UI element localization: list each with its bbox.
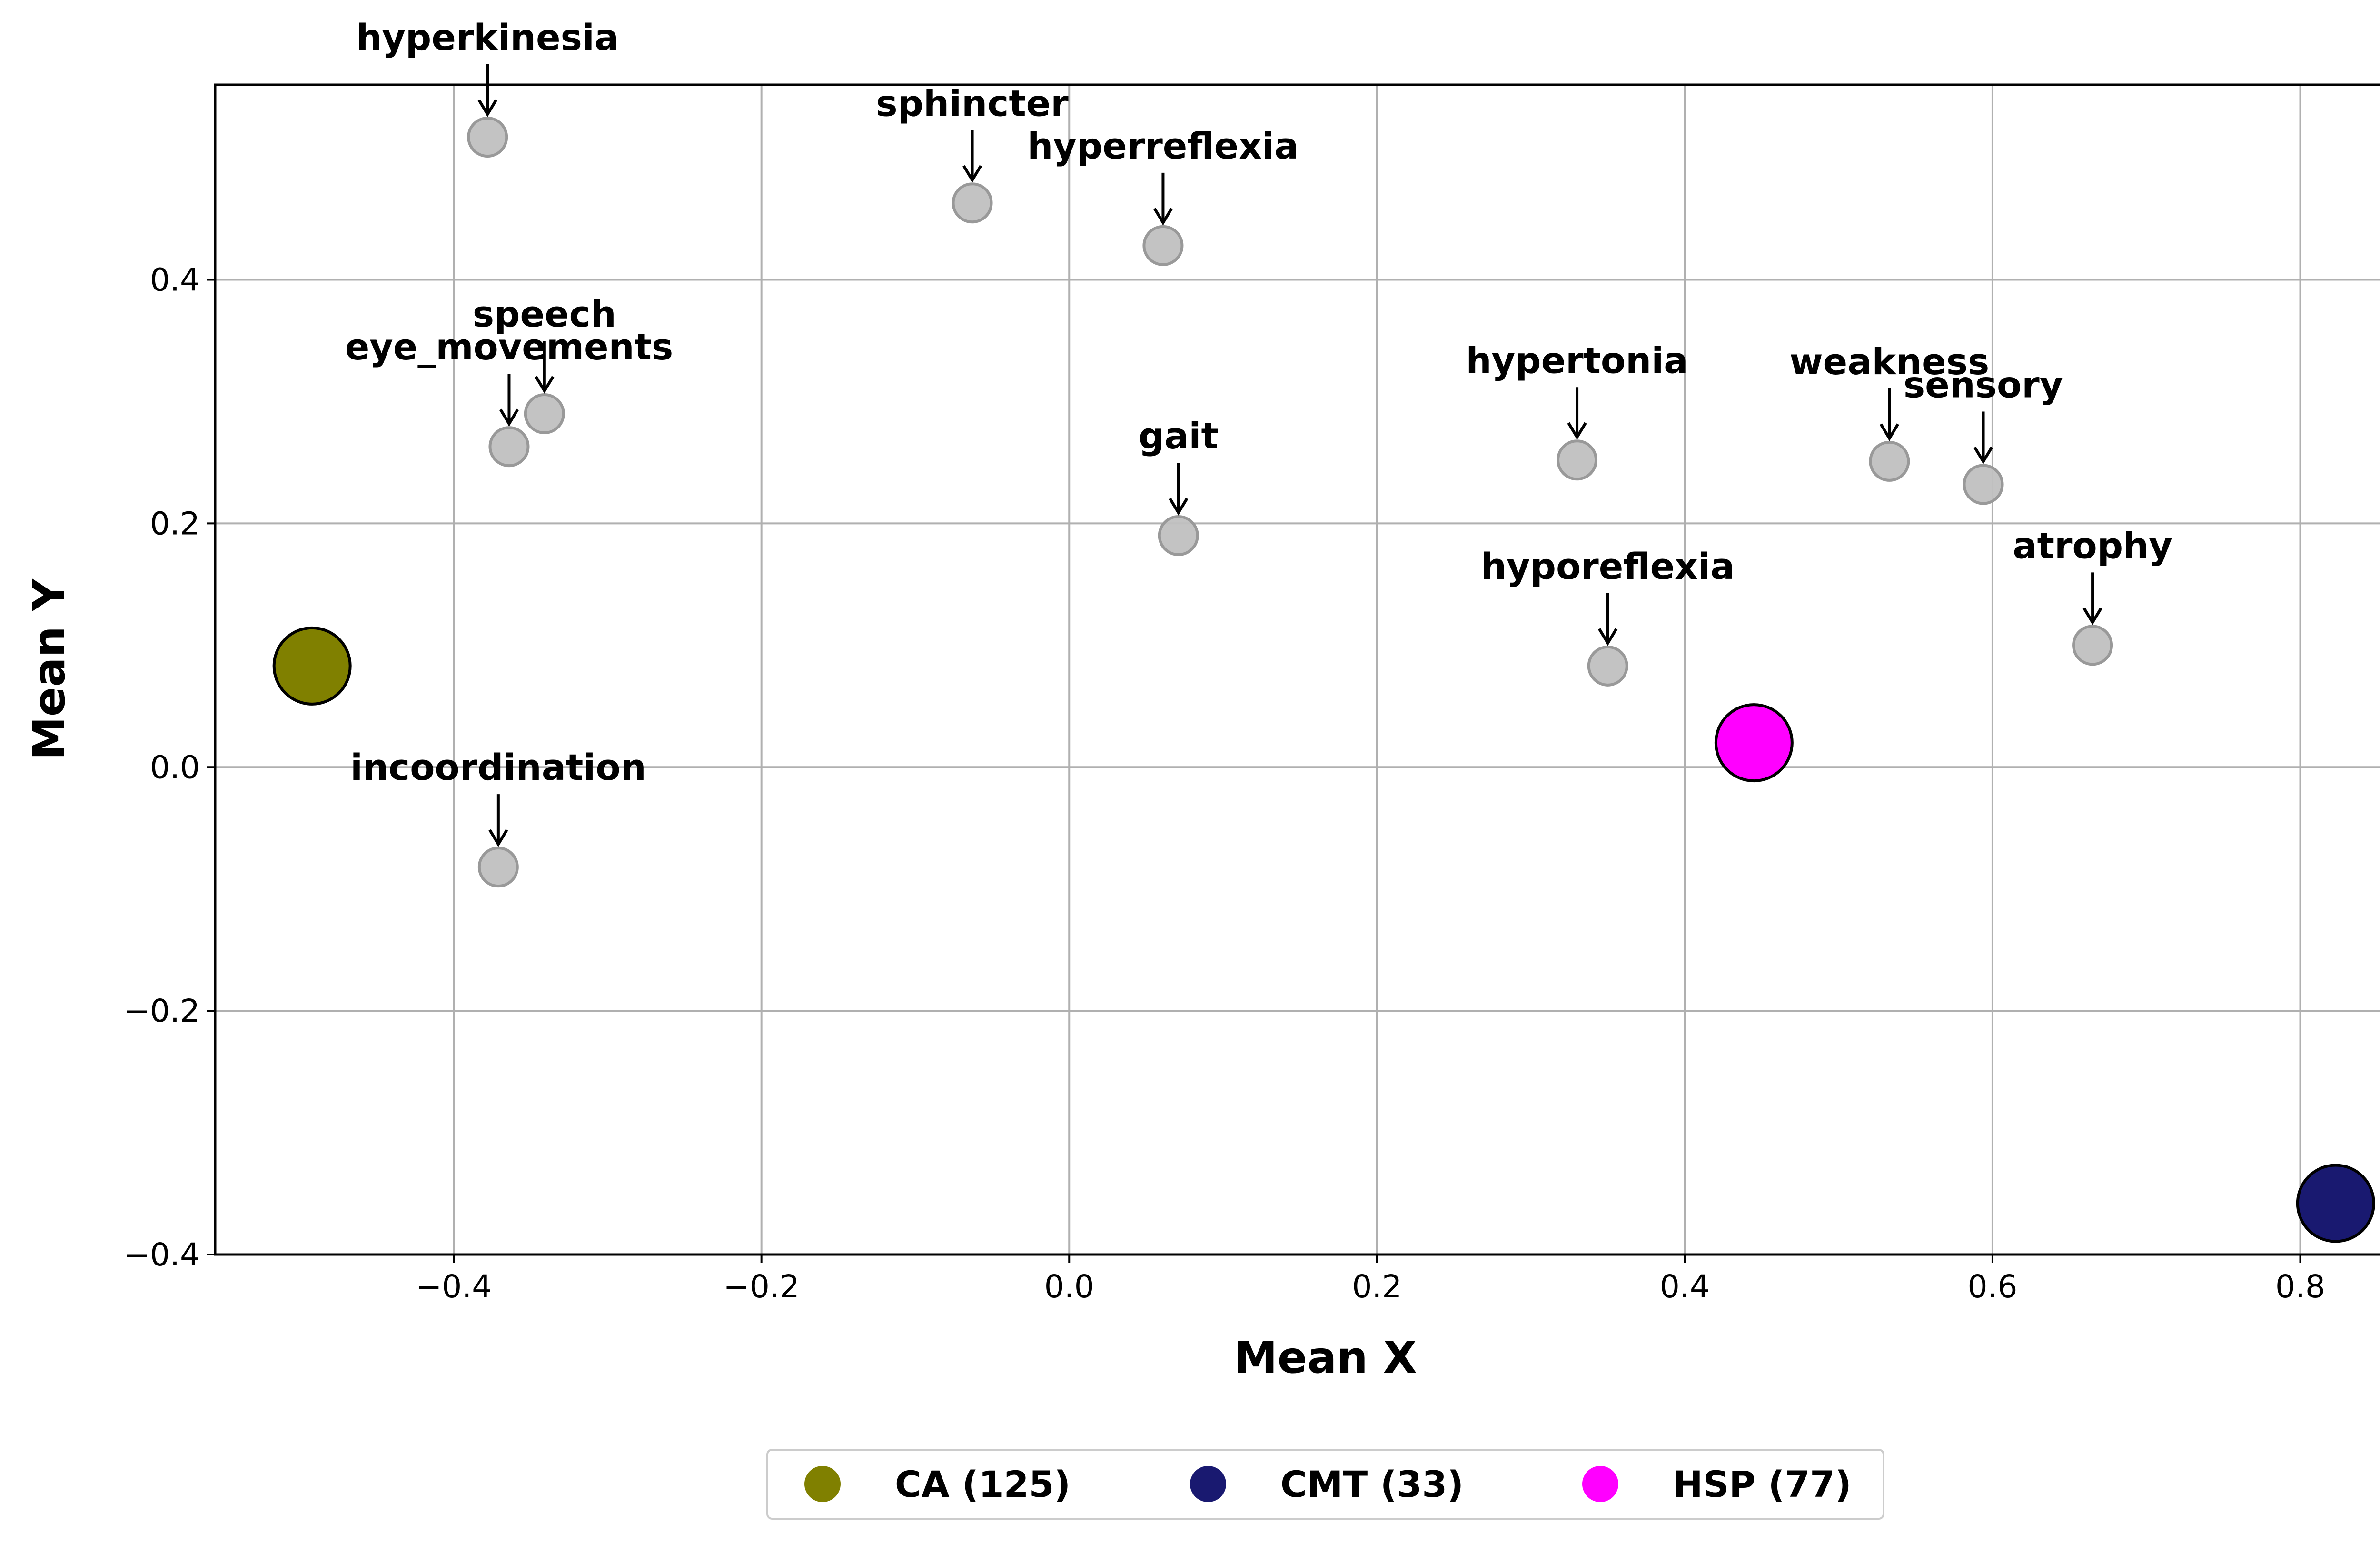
feature-sphincter: sphincter (876, 82, 1069, 224)
feature-gait: gait (1139, 415, 1219, 556)
x-axis-title: Mean X (1234, 1332, 1417, 1383)
feature-point (1557, 439, 1598, 481)
y-tick-label: 0.4 (150, 262, 200, 299)
x-tick-label: 0.8 (2275, 1268, 2325, 1305)
grid (215, 85, 2380, 1255)
feature-incoordination: incoordination (350, 746, 646, 888)
y-tick-label: 0.0 (150, 749, 200, 786)
feature-point (952, 182, 993, 224)
plot-frame (214, 83, 2380, 1256)
arrow-head (1567, 422, 1587, 440)
y-axis-title: Mean Y (24, 578, 75, 760)
arrow-head (1879, 423, 1899, 441)
annotation-label: sphincter (876, 82, 1069, 124)
feature-point (488, 426, 530, 468)
legend-label: CMT (33) (1280, 1463, 1464, 1505)
annotation-label: atrophy (2013, 524, 2172, 567)
annotation-label: incoordination (350, 746, 646, 788)
x-tick-label: −0.4 (416, 1268, 492, 1305)
annotation-label: eye_movements (345, 326, 674, 368)
group-point (272, 626, 352, 706)
legend-item: CA (125) (804, 1463, 1071, 1505)
annotation-label: hyperreflexia (1027, 125, 1299, 167)
legend-label: CA (125) (895, 1463, 1071, 1505)
legend: CA (125) CMT (33) HSP (77) (766, 1449, 1884, 1520)
arrow-head (2082, 607, 2102, 626)
legend-marker (1582, 1466, 1618, 1502)
arrow-head (1169, 498, 1189, 516)
feature-point (1963, 464, 2004, 505)
feature-eye-movements: eye_movements (345, 326, 674, 468)
feature-speech: speech (473, 293, 616, 435)
feature-atrophy: atrophy (2013, 524, 2172, 666)
annotation-label: speech (473, 293, 616, 335)
annotation-label: sensory (1904, 363, 2063, 406)
x-tick-label: −0.2 (724, 1268, 800, 1305)
feature-point (1158, 515, 1199, 556)
feature-hyperkinesia: hyperkinesia (356, 16, 619, 158)
feature-point (2072, 625, 2113, 666)
feature-point (524, 393, 565, 435)
feature-hypertonia: hypertonia (1466, 339, 1688, 481)
arrow-head (1973, 446, 1993, 465)
legend-item: HSP (77) (1582, 1463, 1852, 1505)
x-axis-ticks: −0.4 −0.2 0.0 0.2 0.4 0.6 0.8 (416, 1255, 2325, 1305)
annotation-label: hyperkinesia (356, 16, 619, 59)
arrow-head (499, 408, 519, 427)
arrow-head (1153, 208, 1173, 226)
feature-point (1587, 645, 1628, 687)
legend-marker (1190, 1466, 1226, 1502)
arrow-head (477, 99, 497, 117)
arrow-head (535, 376, 555, 394)
annotation-label: hypertonia (1466, 339, 1688, 381)
x-tick-label: 0.6 (1967, 1268, 2017, 1305)
feature-point (1142, 225, 1184, 266)
group-point (1714, 703, 1794, 783)
x-tick-label: 0.0 (1044, 1268, 1094, 1305)
arrow-head (1598, 628, 1618, 646)
y-axis-ticks: −0.4 −0.2 0.0 0.2 0.4 (124, 262, 215, 1273)
annotation-label: gait (1139, 415, 1219, 457)
feature-hyporeflexia: hyporeflexia (1481, 545, 1735, 687)
feature-hyperreflexia: hyperreflexia (1027, 125, 1299, 266)
legend-marker (804, 1466, 841, 1502)
y-tick-label: −0.2 (124, 993, 200, 1029)
feature-point (477, 847, 519, 888)
annotation-label: hyporeflexia (1481, 545, 1735, 588)
feature-point (1869, 440, 1910, 482)
y-tick-label: 0.2 (150, 505, 200, 542)
feature-point (467, 117, 508, 158)
group-point (2296, 1164, 2375, 1243)
x-tick-label: 0.2 (1352, 1268, 1402, 1305)
feature-sensory: sensory (1904, 363, 2063, 505)
group-points (272, 626, 2375, 1243)
arrow-head (962, 165, 982, 183)
legend-item: CMT (33) (1190, 1463, 1464, 1505)
annotation-label: weakness (1789, 340, 1989, 383)
feature-weakness: weakness (1789, 340, 1989, 482)
x-tick-label: 0.4 (1660, 1268, 1710, 1305)
legend-label: HSP (77) (1673, 1463, 1852, 1505)
arrow-head (488, 829, 508, 847)
y-tick-label: −0.4 (124, 1236, 200, 1273)
